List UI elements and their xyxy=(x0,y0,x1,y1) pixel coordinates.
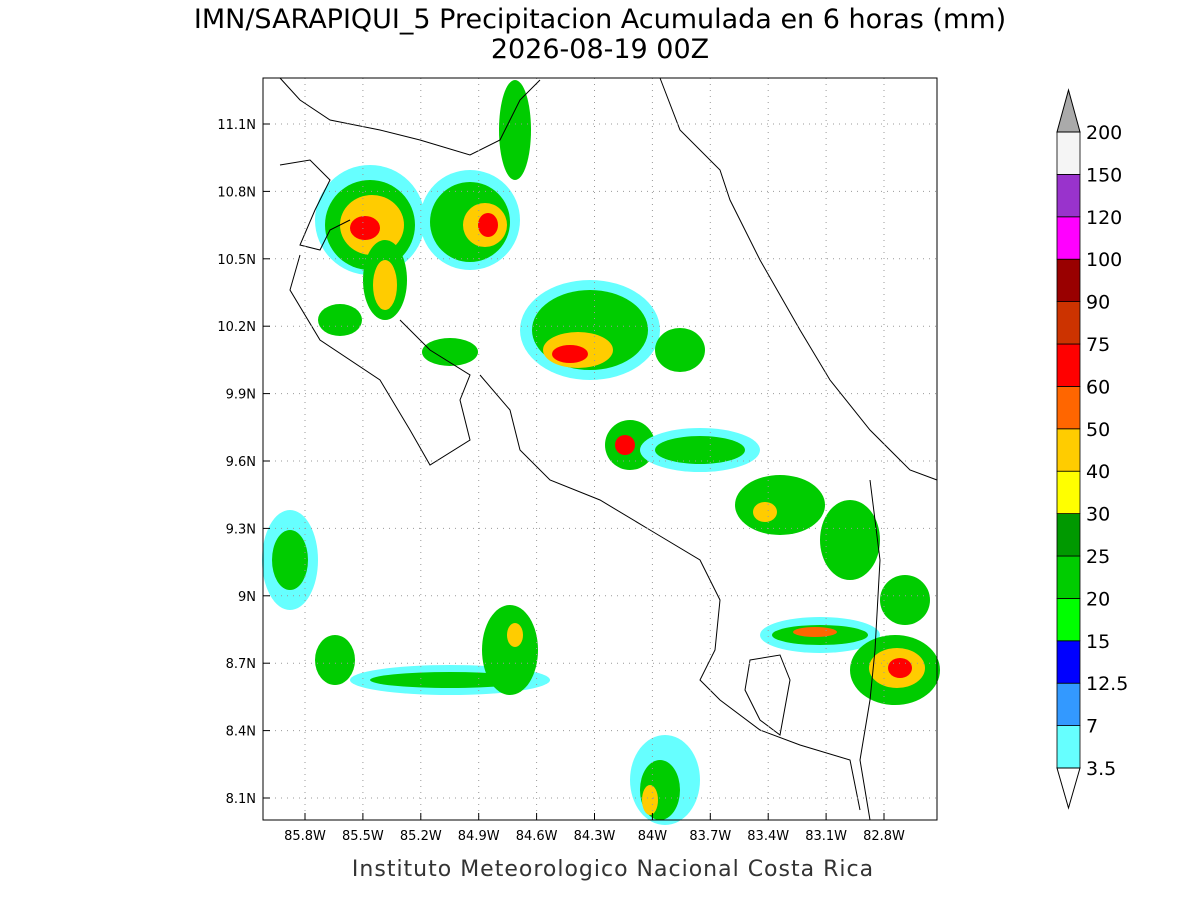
lon-label: 84W xyxy=(638,829,668,844)
rain-cluster xyxy=(262,510,700,825)
colorbar-label: 200 xyxy=(1086,122,1122,144)
title: IMN/SARAPIQUI_5 Precipitacion Acumulada … xyxy=(194,4,1006,35)
lat-label: 10.8N xyxy=(217,185,256,200)
lon-label: 85.2W xyxy=(400,829,442,844)
colorbar-label: 100 xyxy=(1086,249,1122,271)
colorbar-segment xyxy=(1056,428,1081,472)
lat-label: 8.1N xyxy=(226,792,256,807)
colorbar-segment xyxy=(1056,301,1081,345)
lon-label: 83.1W xyxy=(805,829,847,844)
colorbar-segment xyxy=(1056,258,1081,303)
subtitle: 2026-08-19 00Z xyxy=(491,34,709,65)
lat-label: 9N xyxy=(238,590,256,605)
colorbar-segment xyxy=(1056,131,1081,175)
colorbar-label: 15 xyxy=(1086,631,1110,653)
map-frame xyxy=(262,77,938,821)
lat-label: 11.1N xyxy=(217,118,256,133)
precipitation-field xyxy=(262,80,940,825)
colorbar-segment xyxy=(1056,385,1081,430)
lat-label: 9.6N xyxy=(226,455,256,470)
lat-label: 10.5N xyxy=(217,253,256,268)
colorbar-label: 150 xyxy=(1086,164,1122,186)
lon-label: 84.9W xyxy=(458,829,500,844)
lon-label: 84.6W xyxy=(516,829,558,844)
colorbar-under xyxy=(1056,767,1081,810)
colorbar-segment xyxy=(1056,555,1081,599)
footer: Instituto Meteorologico Nacional Costa R… xyxy=(352,857,874,882)
colorbar-label: 50 xyxy=(1086,419,1110,441)
colorbar-segment xyxy=(1056,640,1081,684)
colorbar-segment xyxy=(1056,725,1081,769)
colorbar-label: 40 xyxy=(1086,461,1110,483)
lat-label: 9.9N xyxy=(226,388,256,403)
colorbar-segment xyxy=(1056,598,1081,642)
lon-label: 82.8W xyxy=(863,829,905,844)
lat-label: 8.4N xyxy=(226,725,256,740)
colorbar-segment xyxy=(1056,343,1081,387)
colorbar-label: 12.5 xyxy=(1086,673,1128,695)
lon-label: 85.8W xyxy=(284,829,326,844)
colorbar-label: 75 xyxy=(1086,334,1110,356)
colorbar-label: 60 xyxy=(1086,376,1110,398)
colorbar-segment xyxy=(1056,470,1081,515)
coastlines xyxy=(279,77,938,821)
colorbar-label: 25 xyxy=(1086,546,1110,568)
colorbar-label: 3.5 xyxy=(1086,758,1116,780)
lon-label: 83.4W xyxy=(747,829,789,844)
map-area xyxy=(262,77,940,825)
graticule xyxy=(263,78,937,820)
rain-cluster xyxy=(520,280,940,705)
lon-label: 84.3W xyxy=(574,829,616,844)
rain-cluster xyxy=(315,80,531,366)
lat-label: 8.7N xyxy=(226,657,256,672)
colorbar-label: 7 xyxy=(1086,716,1098,738)
colorbar-segment xyxy=(1056,173,1081,218)
colorbar-label: 120 xyxy=(1086,207,1122,229)
lat-label: 10.2N xyxy=(217,320,256,335)
colorbar-segment xyxy=(1056,216,1081,260)
colorbar-segment xyxy=(1056,682,1081,727)
lat-label: 9.3N xyxy=(226,522,256,537)
colorbar: 3.5 7 12.5 15 20 25 30 40 50 60 75 90 100 120 150 200 xyxy=(1056,88,1128,810)
colorbar-segment xyxy=(1056,513,1081,557)
lon-label: 83.7W xyxy=(689,829,731,844)
lon-label: 85.5W xyxy=(342,829,384,844)
colorbar-label: 30 xyxy=(1086,504,1110,526)
colorbar-label: 90 xyxy=(1086,292,1110,314)
colorbar-over xyxy=(1056,88,1081,133)
colorbar-label: 20 xyxy=(1086,588,1110,610)
